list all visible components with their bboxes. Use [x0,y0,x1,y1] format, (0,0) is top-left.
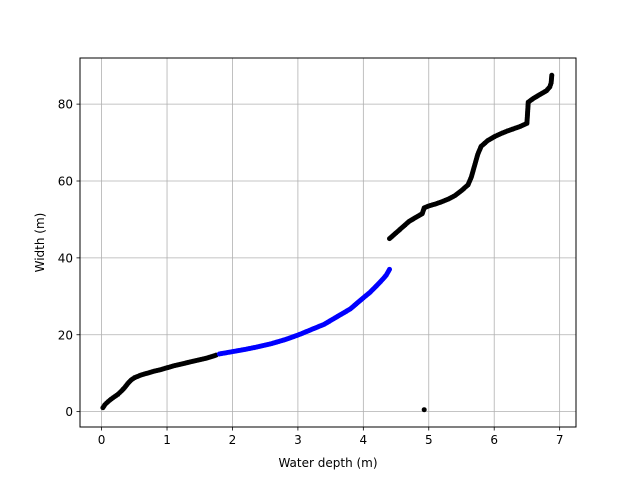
y-tick-label: 80 [58,98,73,112]
x-tick-label: 1 [163,433,171,447]
y-axis-label: Width (m) [33,213,47,273]
x-tick-label: 5 [425,433,433,447]
y-tick-label: 60 [58,175,73,189]
grid [80,58,576,427]
data-point [387,266,393,272]
y-tick-label: 40 [58,251,73,265]
x-axis-label: Water depth (m) [278,456,377,470]
plot-frame [79,57,577,428]
data-points [100,72,555,413]
data-point [549,72,555,78]
x-tick-label: 0 [98,433,106,447]
y-tick-label: 0 [65,405,73,419]
axis-ticks: 0 1 2 3 4 5 6 7 0 20 40 60 80 [58,98,564,447]
x-tick-label: 7 [556,433,564,447]
x-tick-label: 3 [294,433,302,447]
x-tick-label: 2 [229,433,237,447]
y-tick-label: 20 [58,328,73,342]
x-tick-label: 4 [360,433,368,447]
data-point [421,407,427,413]
x-tick-label: 6 [490,433,498,447]
